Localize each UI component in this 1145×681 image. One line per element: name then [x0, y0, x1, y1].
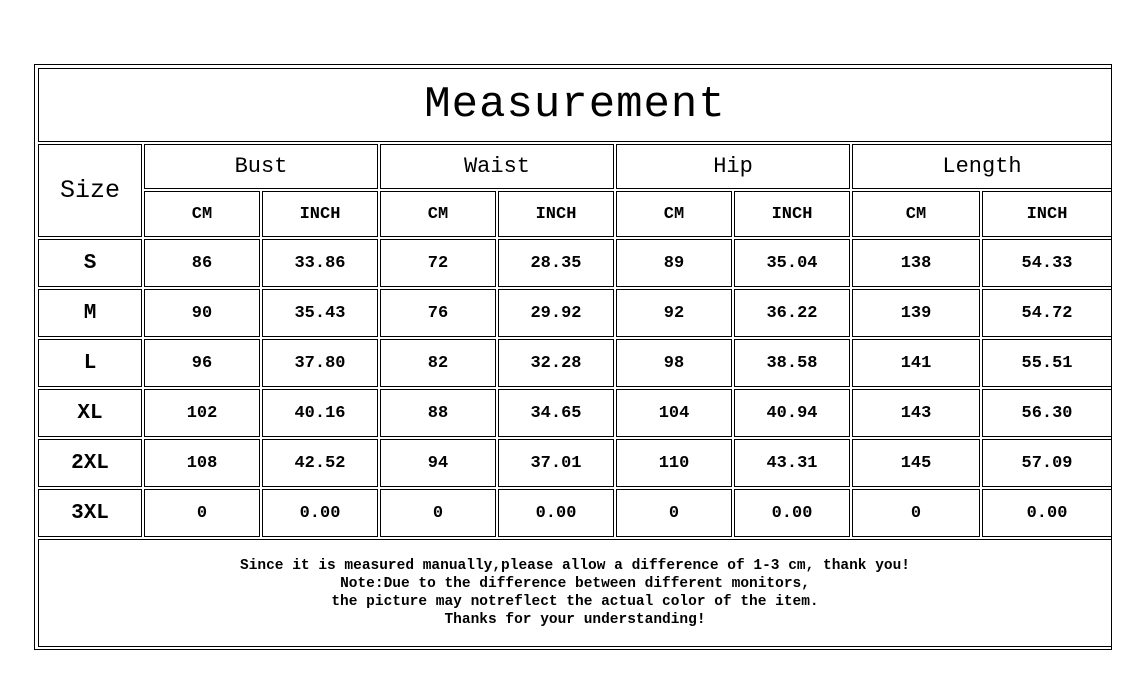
value-cell: 108	[144, 439, 260, 487]
unit-header-inch: INCH	[498, 191, 614, 237]
note-line: the picture may notreflect the actual co…	[331, 594, 819, 610]
value-cell: 0	[616, 489, 732, 537]
note-line: Thanks for your understanding!	[444, 612, 706, 628]
value-cell: 36.22	[734, 289, 850, 337]
value-cell: 57.09	[982, 439, 1113, 487]
value-cell: 0.00	[734, 489, 850, 537]
value-cell: 56.30	[982, 389, 1113, 437]
table-row: XL 102 40.16 88 34.65 104 40.94 143 56.30	[38, 389, 1113, 437]
value-cell: 0	[852, 489, 980, 537]
value-cell: 92	[616, 289, 732, 337]
value-cell: 35.04	[734, 239, 850, 287]
value-cell: 0.00	[982, 489, 1113, 537]
unit-header-inch: INCH	[982, 191, 1113, 237]
unit-header-inch: INCH	[734, 191, 850, 237]
size-cell: 2XL	[38, 439, 142, 487]
value-cell: 139	[852, 289, 980, 337]
notes: Since it is measured manually,please all…	[38, 539, 1113, 647]
value-cell: 86	[144, 239, 260, 287]
value-cell: 0.00	[498, 489, 614, 537]
value-cell: 104	[616, 389, 732, 437]
size-cell: M	[38, 289, 142, 337]
size-header: Size	[38, 144, 142, 237]
value-cell: 37.01	[498, 439, 614, 487]
size-cell: S	[38, 239, 142, 287]
value-cell: 0	[144, 489, 260, 537]
value-cell: 55.51	[982, 339, 1113, 387]
table-row: L 96 37.80 82 32.28 98 38.58 141 55.51	[38, 339, 1113, 387]
unit-header-cm: CM	[852, 191, 980, 237]
size-cell: XL	[38, 389, 142, 437]
value-cell: 40.16	[262, 389, 378, 437]
group-header-waist: Waist	[380, 144, 614, 189]
value-cell: 82	[380, 339, 496, 387]
group-header-length: Length	[852, 144, 1113, 189]
table-row: M 90 35.43 76 29.92 92 36.22 139 54.72	[38, 289, 1113, 337]
size-chart: Measurement Size Bust Waist Hip Length C…	[34, 64, 1114, 650]
value-cell: 141	[852, 339, 980, 387]
value-cell: 32.28	[498, 339, 614, 387]
unit-header-inch: INCH	[262, 191, 378, 237]
unit-header-cm: CM	[380, 191, 496, 237]
value-cell: 54.33	[982, 239, 1113, 287]
group-header-bust: Bust	[144, 144, 378, 189]
note-line: Note:Due to the difference between diffe…	[340, 576, 810, 592]
value-cell: 38.58	[734, 339, 850, 387]
size-cell: 3XL	[38, 489, 142, 537]
value-cell: 40.94	[734, 389, 850, 437]
value-cell: 98	[616, 339, 732, 387]
value-cell: 88	[380, 389, 496, 437]
chart-title: Measurement	[38, 68, 1113, 142]
value-cell: 54.72	[982, 289, 1113, 337]
value-cell: 138	[852, 239, 980, 287]
value-cell: 0.00	[262, 489, 378, 537]
value-cell: 145	[852, 439, 980, 487]
value-cell: 28.35	[498, 239, 614, 287]
value-cell: 43.31	[734, 439, 850, 487]
table-row: 2XL 108 42.52 94 37.01 110 43.31 145 57.09	[38, 439, 1113, 487]
value-cell: 90	[144, 289, 260, 337]
value-cell: 96	[144, 339, 260, 387]
value-cell: 143	[852, 389, 980, 437]
value-cell: 0	[380, 489, 496, 537]
table-row: 3XL 0 0.00 0 0.00 0 0.00 0 0.00	[38, 489, 1113, 537]
value-cell: 33.86	[262, 239, 378, 287]
measurement-table: Measurement Size Bust Waist Hip Length C…	[36, 66, 1114, 649]
value-cell: 34.65	[498, 389, 614, 437]
value-cell: 110	[616, 439, 732, 487]
group-header-hip: Hip	[616, 144, 850, 189]
value-cell: 37.80	[262, 339, 378, 387]
value-cell: 35.43	[262, 289, 378, 337]
unit-header-cm: CM	[144, 191, 260, 237]
table-row: S 86 33.86 72 28.35 89 35.04 138 54.33	[38, 239, 1113, 287]
value-cell: 76	[380, 289, 496, 337]
size-cell: L	[38, 339, 142, 387]
value-cell: 29.92	[498, 289, 614, 337]
unit-header-cm: CM	[616, 191, 732, 237]
value-cell: 94	[380, 439, 496, 487]
value-cell: 72	[380, 239, 496, 287]
value-cell: 102	[144, 389, 260, 437]
value-cell: 42.52	[262, 439, 378, 487]
value-cell: 89	[616, 239, 732, 287]
note-line: Since it is measured manually,please all…	[240, 558, 911, 574]
